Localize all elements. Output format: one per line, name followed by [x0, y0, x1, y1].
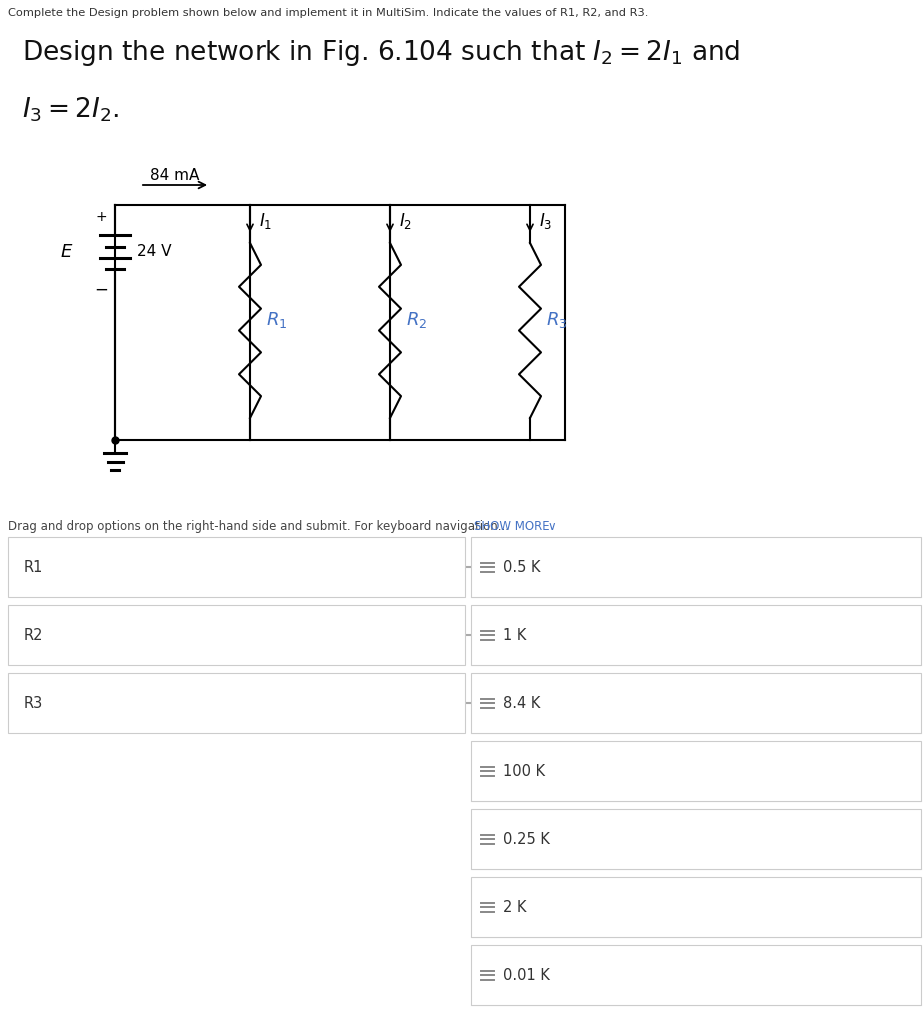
Text: 2 K: 2 K: [503, 899, 526, 914]
Text: Design the network in Fig. 6.104 such that $I_2 = 2I_1$ and: Design the network in Fig. 6.104 such th…: [22, 38, 740, 68]
Text: 0.5 K: 0.5 K: [503, 559, 541, 574]
Text: Complete the Design problem shown below and implement it in MultiSim. Indicate t: Complete the Design problem shown below …: [8, 8, 648, 18]
Text: 0.01 K: 0.01 K: [503, 968, 550, 982]
Text: 24 V: 24 V: [137, 245, 172, 259]
Text: 0.25 K: 0.25 K: [503, 831, 550, 847]
Bar: [8, 605, 465, 665]
Text: $R_1$: $R_1$: [266, 310, 287, 330]
Text: $I_3$: $I_3$: [539, 211, 552, 231]
Bar: [471, 673, 921, 733]
Text: R2: R2: [24, 628, 43, 642]
Text: 1 K: 1 K: [503, 628, 526, 642]
Text: SHOW MORE: SHOW MORE: [474, 520, 549, 534]
Text: $I_1$: $I_1$: [259, 211, 272, 231]
Bar: [471, 945, 921, 1005]
Bar: [471, 605, 921, 665]
Text: ∨: ∨: [547, 520, 556, 534]
Bar: [471, 877, 921, 937]
Text: 100 K: 100 K: [503, 764, 545, 778]
Text: R3: R3: [24, 695, 43, 711]
Text: −: −: [94, 281, 108, 299]
Text: $R_2$: $R_2$: [406, 310, 427, 330]
Bar: [471, 537, 921, 597]
Text: R1: R1: [24, 559, 43, 574]
Bar: [471, 741, 921, 801]
Text: 8.4 K: 8.4 K: [503, 695, 540, 711]
Text: $I_3 = 2I_2$.: $I_3 = 2I_2$.: [22, 95, 119, 124]
Bar: [8, 537, 465, 597]
Text: Drag and drop options on the right-hand side and submit. For keyboard navigation: Drag and drop options on the right-hand …: [8, 520, 509, 534]
Bar: [8, 673, 465, 733]
Text: $E$: $E$: [60, 243, 73, 261]
Text: $R_3$: $R_3$: [546, 310, 568, 330]
Bar: [471, 809, 921, 869]
Text: $I_2$: $I_2$: [399, 211, 413, 231]
Text: 84 mA: 84 mA: [150, 168, 199, 183]
Text: +: +: [95, 210, 107, 224]
